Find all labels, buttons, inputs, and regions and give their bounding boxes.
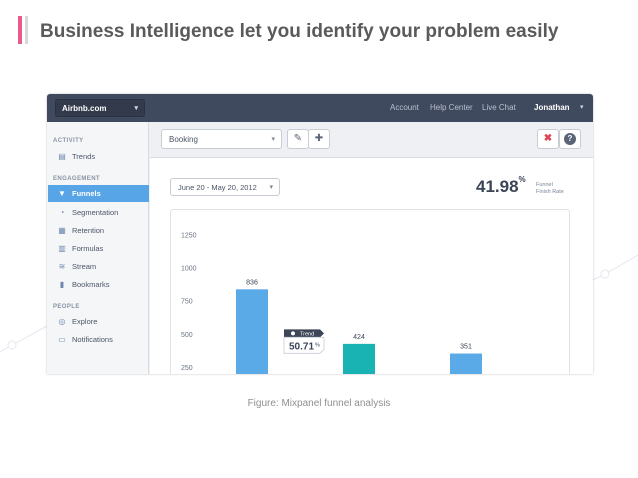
trend-label: Trend [300, 331, 314, 337]
y-tick-label: 1250 [181, 233, 197, 240]
sidebar-item-stream[interactable]: ≋ Stream [48, 258, 149, 275]
edit-button[interactable]: ✎ [287, 129, 309, 149]
funnel-select[interactable]: Booking ▾ [161, 129, 282, 149]
date-range-select[interactable]: June 20 - May 20, 2012 ▾ [170, 178, 280, 196]
top-navigation-bar: Airbnb.com ▾ Account Help Center Live Ch… [47, 94, 593, 122]
sidebar-item-label: Notifications [72, 335, 113, 344]
trend-badge-body [283, 336, 325, 354]
retention-icon: ▦ [58, 226, 66, 235]
project-selector-label: Airbnb.com [62, 104, 107, 113]
sidebar-item-label: Stream [72, 262, 97, 271]
y-tick-label: 750 [181, 299, 193, 306]
funnel-rate-label-line2: Finish Rate [536, 189, 564, 195]
sidebar-heading-activity: ACTIVITY [53, 138, 84, 144]
funnel-chart: 12501000750500250836424351Trend50.71%Tre… [170, 209, 570, 374]
formula-icon: ▥ [58, 244, 66, 253]
slide-title: Business Intelligence let you identify y… [40, 21, 559, 42]
eye-icon [291, 331, 295, 336]
sidebar-heading-people: PEOPLE [53, 304, 80, 310]
funnel-rate-label-line1: Funnel [536, 182, 553, 188]
bar-value-label: 836 [246, 279, 258, 286]
pencil-icon: ✎ [293, 133, 303, 144]
bar-3 [450, 353, 482, 374]
sidebar-item-segmentation[interactable]: ◔ Segmentation [48, 204, 149, 221]
nav-link-live-chat[interactable]: Live Chat [482, 103, 516, 112]
bar-2 [343, 343, 375, 374]
bar-1 [236, 289, 268, 374]
y-tick-label: 1000 [181, 266, 197, 273]
sidebar-item-bookmarks[interactable]: ▮ Bookmarks [48, 276, 149, 293]
trends-icon: ▤ [58, 152, 66, 161]
help-button[interactable]: ? [559, 129, 581, 149]
sidebar-item-label: Retention [72, 226, 105, 235]
user-menu[interactable]: Jonathan [534, 103, 570, 112]
sidebar-item-formulas[interactable]: ▥ Formulas [48, 240, 149, 257]
sidebar-item-label: Trends [72, 152, 96, 161]
funnel-chart-svg: 12501000750500250836424351Trend50.71%Tre… [181, 233, 482, 374]
sidebar-item-retention[interactable]: ▦ Retention [48, 222, 149, 239]
trend-badge-header [284, 329, 324, 338]
notifications-icon: ▭ [58, 335, 66, 344]
funnel-select-value: Booking [169, 135, 198, 144]
sidebar-item-label: Bookmarks [72, 280, 110, 289]
bookmark-icon: ▮ [59, 280, 65, 289]
nav-link-help-center[interactable]: Help Center [430, 103, 473, 112]
project-selector[interactable]: Airbnb.com ▾ [55, 99, 145, 117]
figure-caption: Figure: Mixpanel funnel analysis [247, 398, 391, 409]
funnel-rate-label: Funnel Finish Rate [536, 182, 586, 196]
sidebar: ACTIVITY ▤ Trends ENGAGEMENT ▼ Funnels ◔… [47, 122, 149, 374]
sidebar-item-label: Formulas [72, 244, 104, 253]
add-button[interactable]: ✚ [308, 129, 330, 149]
sidebar-item-label: Segmentation [72, 208, 119, 217]
delete-button[interactable]: ✖ [537, 129, 559, 149]
bar-value-label: 424 [353, 334, 365, 341]
sidebar-item-trends[interactable]: ▤ Trends [48, 148, 149, 165]
sidebar-item-funnels[interactable]: ▼ Funnels [48, 185, 149, 202]
trend-value: 50.71 [289, 341, 314, 352]
sidebar-item-explore[interactable]: ◎ Explore [48, 313, 149, 330]
title-accent-bar [18, 16, 22, 44]
pie-icon: ◔ [59, 208, 65, 217]
funnel-rate-value: 41.98% [476, 175, 526, 197]
title-accent-bar-secondary [25, 16, 28, 44]
funnel-rate-unit: % [518, 175, 526, 185]
chevron-down-icon: ▾ [580, 104, 584, 111]
stream-icon: ≋ [58, 262, 66, 271]
sidebar-heading-engagement: ENGAGEMENT [53, 176, 101, 182]
explore-icon: ◎ [58, 317, 66, 326]
chevron-down-icon: ▾ [134, 105, 138, 112]
plus-icon: ✚ [314, 133, 324, 144]
close-icon: ✖ [543, 133, 553, 144]
sidebar-item-label: Funnels [72, 189, 101, 198]
chevron-down-icon: ▾ [271, 136, 275, 143]
sidebar-item-notifications[interactable]: ▭ Notifications [48, 331, 149, 348]
funnel-panel: June 20 - May 20, 2012 ▾ 41.98% Funnel F… [150, 157, 593, 374]
y-tick-label: 250 [181, 365, 193, 372]
date-range-value: June 20 - May 20, 2012 [178, 183, 257, 192]
background-decoration [0, 254, 638, 353]
funnel-icon: ▼ [58, 189, 66, 198]
sidebar-item-label: Explore [72, 317, 98, 326]
help-icon: ? [564, 133, 576, 145]
funnel-rate-number: 41.98 [476, 177, 519, 196]
mixpanel-app-screenshot: Airbnb.com ▾ Account Help Center Live Ch… [47, 94, 593, 374]
trend-unit: % [315, 342, 320, 348]
chevron-down-icon: ▾ [269, 184, 273, 191]
nav-link-account[interactable]: Account [390, 103, 419, 112]
bar-value-label: 351 [460, 344, 472, 351]
y-tick-label: 500 [181, 332, 193, 339]
